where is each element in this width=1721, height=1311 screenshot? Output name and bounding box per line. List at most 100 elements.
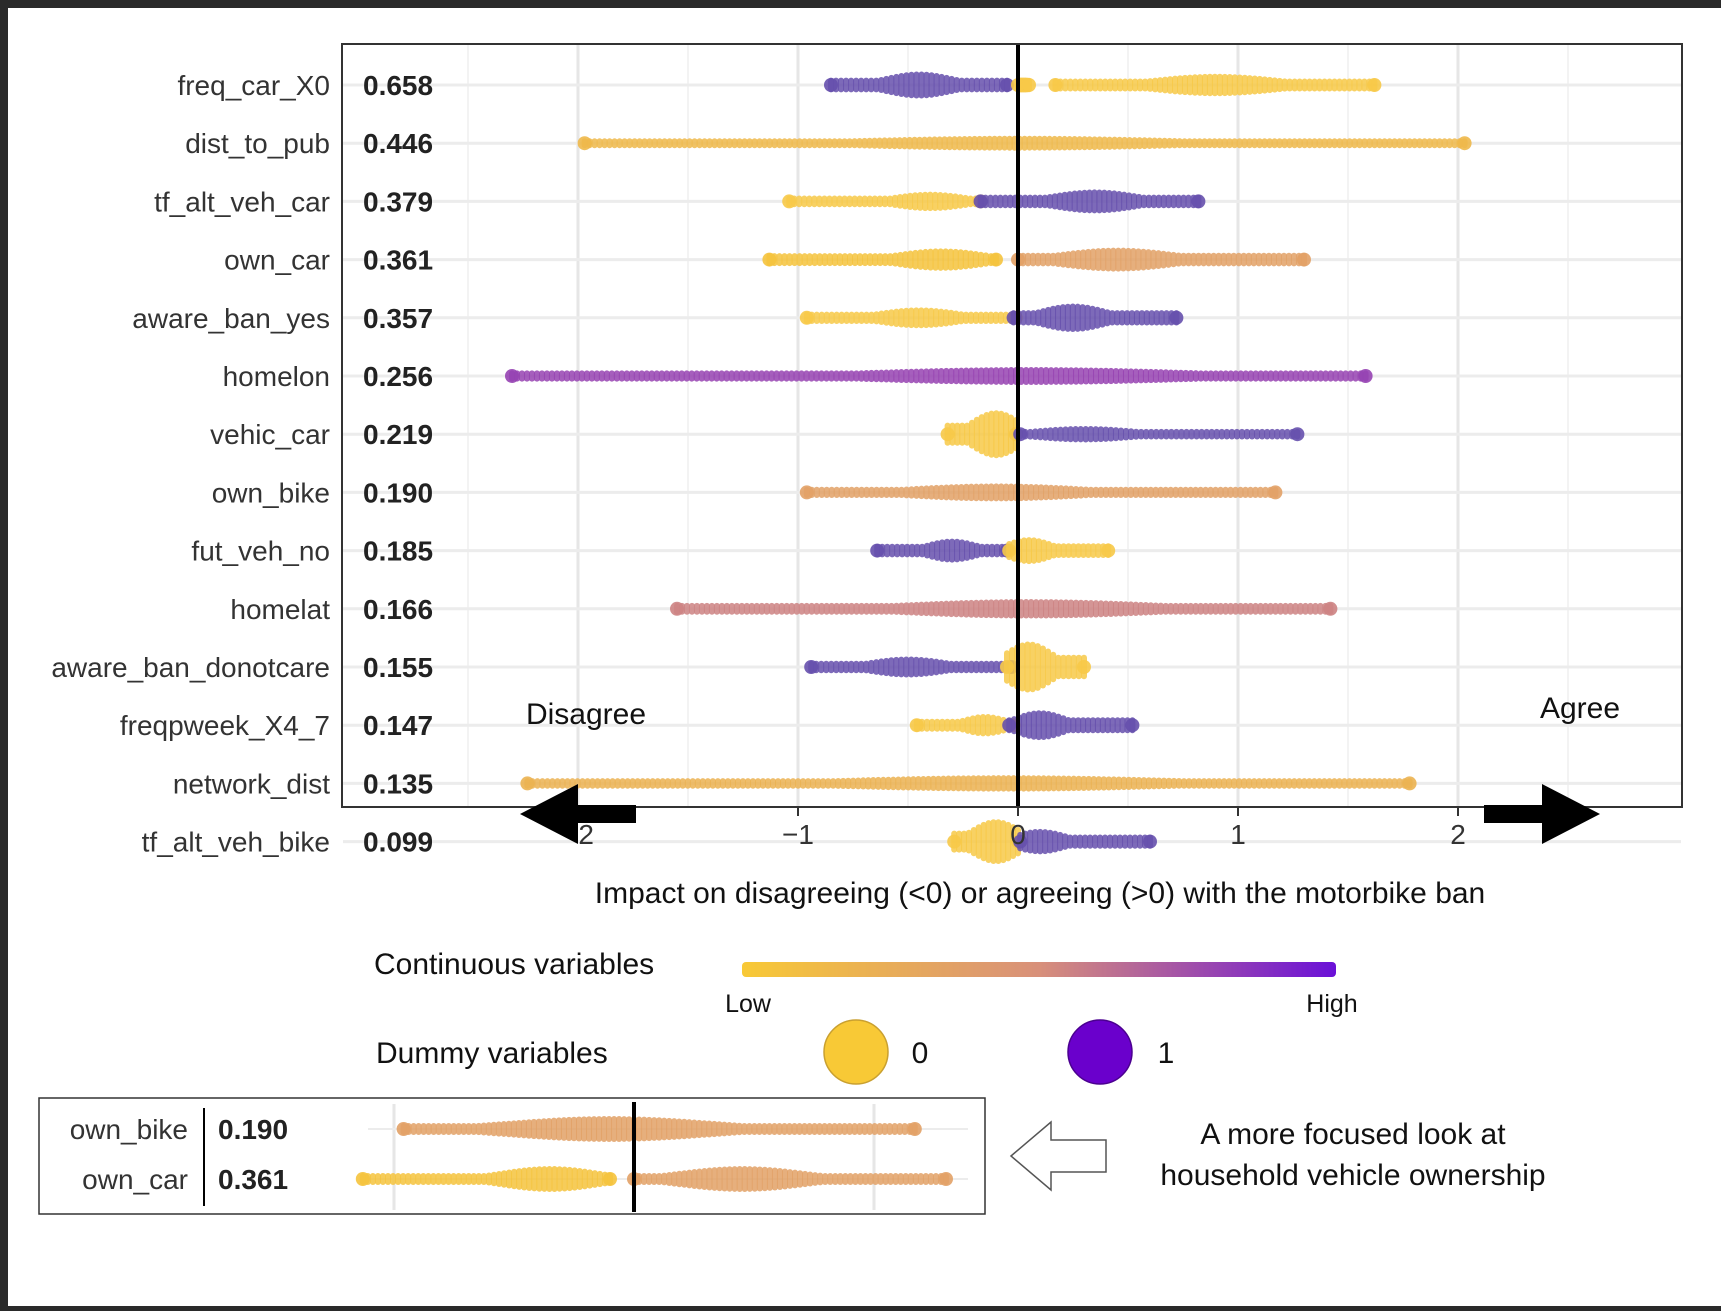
swarm-point — [1020, 310, 1027, 326]
swarm-point — [821, 138, 828, 149]
inset-swarm-point — [490, 1121, 497, 1137]
swarm-point — [995, 775, 1002, 792]
swarm-point — [1261, 138, 1268, 149]
swarm-point — [1023, 483, 1030, 501]
swarm-point — [624, 778, 631, 789]
swarm-point — [958, 367, 965, 385]
swarm-point — [534, 778, 541, 789]
inset-swarm-point — [907, 1122, 922, 1136]
swarm-point — [815, 778, 822, 789]
swarm-point — [1042, 829, 1049, 855]
inset-swarm-point — [802, 1170, 809, 1188]
swarm-point — [990, 714, 997, 736]
swarm-point — [1371, 138, 1378, 149]
swarm-point — [1196, 138, 1203, 149]
swarm-point — [993, 77, 1000, 93]
swarm-point — [1043, 599, 1050, 619]
swarm-point — [1251, 778, 1258, 789]
swarm-point — [798, 370, 805, 382]
swarm-point — [1306, 138, 1313, 149]
swarm-point — [1322, 370, 1329, 382]
swarm-point — [843, 660, 850, 674]
swarm-point — [1121, 191, 1128, 212]
swarm-point — [528, 370, 535, 382]
swarm-point — [628, 370, 635, 382]
swarm-point — [960, 775, 967, 792]
inset-swarm-point — [831, 1123, 838, 1135]
swarm-point — [928, 658, 935, 676]
swarm-point — [1236, 778, 1243, 789]
swarm-point — [885, 776, 892, 791]
swarm-point — [1122, 601, 1129, 617]
swarm-point — [845, 777, 852, 790]
inset-swarm-point — [856, 1123, 863, 1135]
swarm-point — [801, 195, 808, 208]
swarm-point — [1286, 138, 1293, 149]
inset-swarm-point — [591, 1116, 598, 1142]
swarm-point — [664, 778, 671, 789]
swarm-point — [744, 778, 751, 789]
swarm-point — [1028, 599, 1035, 619]
swarm-point — [1067, 834, 1074, 849]
swarm-point — [1001, 135, 1008, 151]
inset-swarm-point — [475, 1122, 482, 1136]
swarm-point — [739, 778, 746, 789]
swarm-point — [1167, 369, 1174, 383]
swarm-point — [1020, 775, 1027, 792]
swarm-point — [1037, 194, 1043, 209]
inset-feature-label: own_bike — [70, 1114, 188, 1145]
swarm-point — [803, 602, 810, 615]
swarm-point — [1158, 428, 1165, 440]
swarm-point — [591, 138, 598, 149]
swarm-point — [888, 657, 895, 677]
swarm-point — [1045, 541, 1052, 561]
swarm-point — [775, 778, 782, 789]
swarm-point — [938, 484, 945, 501]
swarm-point — [851, 195, 858, 208]
swarm-point — [733, 370, 740, 382]
swarm-point — [1065, 543, 1072, 558]
inset-swarm-point — [711, 1167, 718, 1191]
inset-swarm-point — [596, 1116, 603, 1142]
swarm-point — [654, 778, 661, 789]
swarm-point — [1221, 778, 1228, 789]
swarm-point — [898, 486, 905, 499]
swarm-point — [1147, 78, 1154, 92]
inset-swarm-point — [460, 1173, 467, 1185]
swarm-point — [1242, 602, 1249, 615]
swarm-point — [1082, 834, 1089, 849]
swarm-point — [559, 778, 566, 789]
swarm-point — [563, 370, 570, 382]
swarm-point — [973, 660, 980, 674]
swarm-point — [698, 602, 705, 615]
swarm-point — [942, 248, 949, 271]
swarm-point — [918, 307, 925, 329]
swarm-point — [1316, 78, 1323, 92]
inset-swarm-point — [566, 1166, 573, 1192]
swarm-point — [940, 427, 955, 442]
swarm-point — [1366, 138, 1373, 149]
swarm-point — [913, 601, 920, 616]
swarm-point — [1286, 78, 1293, 92]
swarm-point — [1137, 368, 1144, 384]
swarm-point — [1030, 710, 1037, 740]
swarm-point — [923, 657, 930, 677]
swarm-point — [811, 195, 818, 208]
swarm-point — [1290, 427, 1305, 442]
swarm-point — [1207, 486, 1214, 498]
swarm-point — [1212, 486, 1219, 498]
swarm-point — [998, 599, 1005, 619]
inset-swarm-point — [806, 1123, 813, 1135]
swarm-point — [1161, 137, 1168, 149]
swarm-point — [991, 135, 998, 151]
swarm-point — [1046, 194, 1053, 209]
swarm-point — [967, 250, 974, 269]
swarm-point — [836, 253, 843, 267]
swarm-point — [863, 77, 870, 93]
swarm-point — [568, 370, 575, 382]
swarm-point — [1175, 252, 1182, 267]
swarm-point — [763, 602, 770, 615]
swarm-point — [1302, 602, 1309, 615]
swarm-point — [1008, 367, 1015, 385]
swarm-point — [846, 138, 853, 149]
